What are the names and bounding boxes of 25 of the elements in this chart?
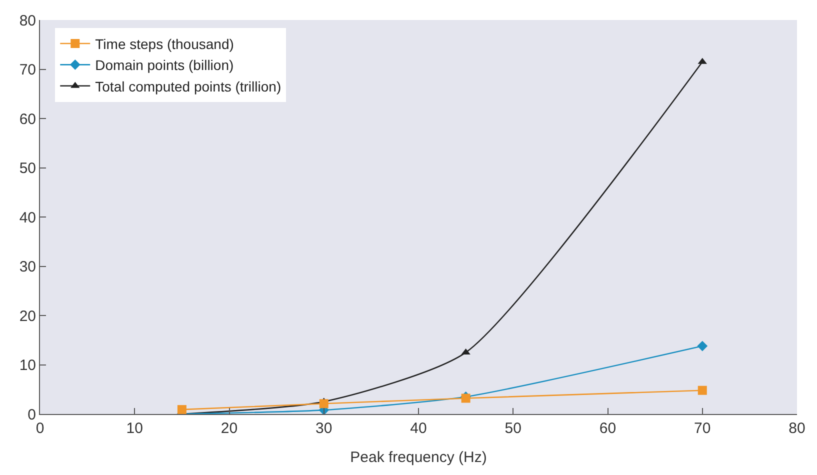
y-tick-label: 80 (19, 12, 36, 30)
y-tick-label: 30 (19, 258, 36, 276)
point (697, 340, 708, 352)
x-tick-label: 70 (694, 420, 711, 437)
y-tick-label: 0 (28, 406, 36, 424)
x-tick-label: 20 (220, 420, 238, 437)
x-tick-label: 10 (126, 420, 143, 437)
legend-label: Domain points (billion) (95, 57, 234, 74)
x-tick-label: 40 (410, 420, 427, 437)
y-tick-label: 50 (19, 160, 36, 177)
x-tick-label: 30 (316, 420, 332, 437)
legend-label: Time steps (thousand) (95, 36, 234, 52)
y-tick-label: 20 (19, 308, 36, 325)
x-tick-label: 50 (504, 420, 522, 437)
x-axis-title: Peak frequency (Hz) (350, 449, 487, 466)
point (319, 399, 328, 408)
y-tick-label: 60 (19, 110, 36, 128)
point (177, 405, 186, 414)
x-tick-label: 80 (788, 420, 806, 437)
y-tick-label: 10 (19, 357, 36, 374)
y-tick-label: 40 (19, 209, 36, 226)
legend-label: Total computed points (trillion) (95, 78, 282, 94)
point (698, 386, 707, 395)
x-tick-label: 60 (599, 420, 616, 437)
y-tick-label: 70 (19, 62, 36, 78)
